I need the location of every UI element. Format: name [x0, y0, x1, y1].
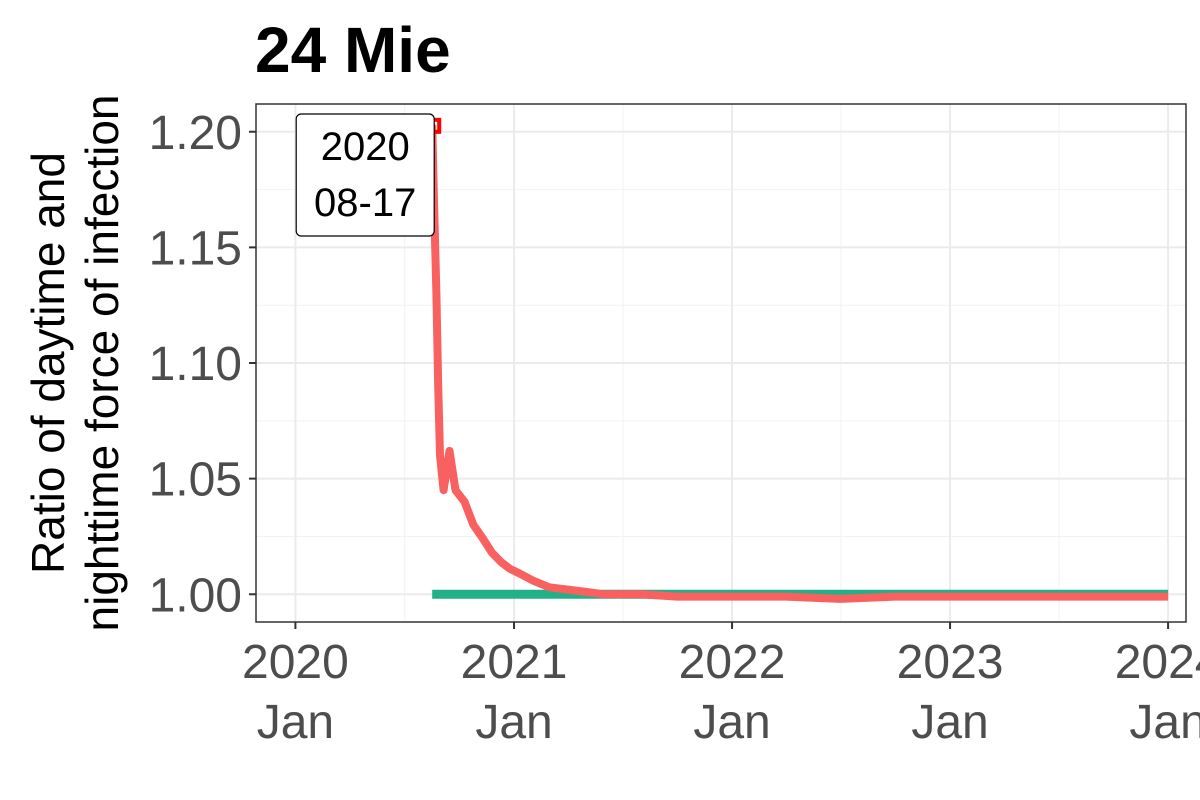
x-tick-label-year: 2021 — [461, 636, 568, 689]
x-tick-label-year: 2022 — [679, 636, 786, 689]
axes: 1.00 1.05 1.10 1.15 1.20 2020 Jan 2021 Jan 2022 Ja… — [149, 103, 1200, 749]
x-tick-label-year: 2024 — [1115, 636, 1200, 689]
y-axis-label-line-2: nighttime force of infection — [76, 95, 128, 632]
annotation-layer: 2020 08-17 — [295, 113, 435, 237]
y-tick-label: 1.00 — [149, 569, 242, 622]
x-tick-label-month: Jan — [257, 696, 334, 749]
x-tick-label-month: Jan — [911, 696, 988, 749]
annotation-line-1: 2020 — [321, 125, 410, 169]
x-tick-label-year: 2023 — [897, 636, 1004, 689]
x-tick-label-month: Jan — [1129, 696, 1200, 749]
y-axis-label-line-1: Ratio of daytime and — [22, 152, 74, 574]
chart-title: 24 Mie — [255, 14, 451, 86]
y-tick-label: 1.05 — [149, 454, 242, 507]
x-tick-label-month: Jan — [693, 696, 770, 749]
x-tick-label-month: Jan — [475, 696, 552, 749]
series-line-2 — [428, 124, 1169, 603]
y-tick-label: 1.20 — [149, 107, 242, 160]
series-layer — [428, 124, 1169, 603]
grid-lines — [256, 104, 1186, 622]
x-tick-label-year: 2020 — [242, 636, 349, 689]
y-tick-label: 1.10 — [149, 338, 242, 391]
annotation-line-2: 08-17 — [314, 181, 416, 225]
annotation-box — [295, 113, 435, 237]
y-tick-label: 1.15 — [149, 222, 242, 275]
